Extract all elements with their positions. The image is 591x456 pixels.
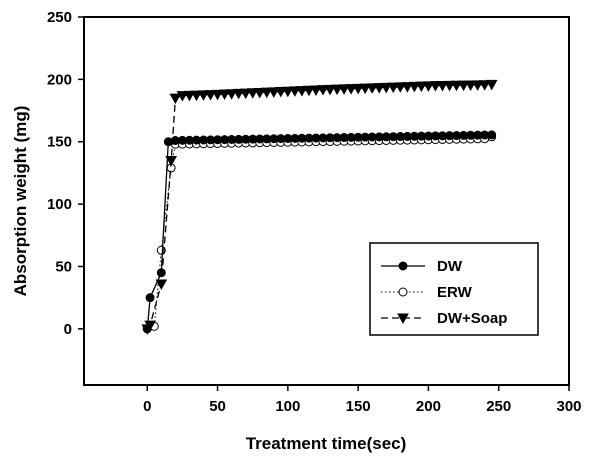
y-tick-label: 50 — [55, 258, 72, 275]
data-point-dw-soap — [296, 86, 308, 97]
data-point-dw-soap — [485, 79, 498, 91]
data-point-dw-soap — [450, 80, 463, 92]
data-point-dw-soap — [471, 80, 484, 91]
data-point-dw-soap — [317, 85, 329, 96]
data-point-dw-soap — [169, 93, 182, 105]
data-point-dw-soap — [464, 80, 477, 92]
data-point-dw-soap — [359, 83, 372, 95]
y-tick-label: 0 — [64, 321, 72, 338]
x-axis-title: Treatment time(sec) — [246, 434, 407, 453]
data-point-dw-soap — [155, 279, 168, 290]
data-point-dw-soap — [281, 86, 294, 98]
x-tick-label: 150 — [346, 398, 371, 415]
legend-label-dw: DW — [437, 258, 463, 275]
data-point-dw-soap — [232, 88, 245, 100]
y-tick-label: 150 — [47, 134, 72, 151]
data-point-dw-soap — [183, 90, 196, 102]
data-point-dw-soap — [176, 91, 189, 102]
data-point-dw-soap — [408, 81, 421, 93]
data-point-dw-soap — [246, 88, 259, 99]
x-tick-label: 50 — [209, 398, 226, 415]
data-point-dw-soap — [394, 82, 407, 93]
series-dw-soap — [141, 79, 498, 335]
y-axis-title: Absorption weight (mg) — [11, 106, 30, 297]
y-tick-label: 250 — [47, 9, 72, 26]
data-point-dw — [142, 324, 152, 334]
x-tick-label: 200 — [416, 398, 441, 415]
x-tick-label: 100 — [275, 398, 300, 415]
legend: DW ERW DW+Soap — [369, 242, 539, 336]
data-point-dw-soap — [289, 86, 301, 97]
legend-label-dw-soap: DW+Soap — [437, 310, 507, 327]
data-point-dw-soap — [253, 87, 266, 99]
legend-marker-erw — [398, 287, 408, 297]
data-point-dw-soap — [197, 90, 210, 101]
x-tick-label: 0 — [143, 398, 151, 415]
data-point-dw — [487, 130, 497, 140]
x-axis: 0 50 100 150 200 250 300 — [143, 385, 582, 415]
data-point-dw-soap — [260, 87, 273, 99]
legend-label-erw: ERW — [437, 284, 473, 301]
series-dw — [142, 130, 497, 334]
y-tick-label: 200 — [47, 71, 72, 88]
legend-marker-dw-soap — [397, 313, 409, 325]
data-point-dw-soap — [443, 80, 456, 92]
data-point-dw — [145, 293, 155, 303]
data-point-dw-soap — [457, 80, 470, 92]
data-point-dw-soap — [373, 83, 386, 94]
data-point-dw-soap — [436, 80, 449, 92]
data-point-dw-soap — [225, 89, 238, 100]
data-point-dw-soap — [324, 84, 336, 96]
legend-items — [381, 261, 425, 325]
data-point-dw-soap — [211, 89, 224, 101]
x-tick-label: 250 — [486, 398, 511, 415]
series-layer — [141, 79, 498, 335]
data-point-dw-soap — [331, 84, 343, 96]
series-line-dw-soap — [146, 83, 492, 330]
data-point-dw-soap — [303, 85, 315, 97]
data-point-dw-soap — [401, 82, 414, 93]
y-axis: 0 50 100 150 200 250 — [47, 9, 84, 338]
data-point-dw-soap — [239, 88, 252, 100]
plot-frame — [83, 16, 570, 386]
data-point-dw-soap — [366, 83, 379, 94]
data-point-dw-soap — [387, 82, 400, 94]
data-point-dw-soap — [190, 90, 203, 102]
data-point-dw-soap — [274, 86, 287, 98]
data-point-dw-soap — [429, 81, 442, 92]
data-point-dw-soap — [310, 85, 322, 97]
data-point-dw — [156, 268, 166, 278]
data-point-dw-soap — [338, 84, 350, 95]
x-tick-label: 300 — [556, 398, 581, 415]
data-point-dw-soap — [218, 89, 231, 100]
data-point-dw-soap — [352, 83, 364, 95]
data-point-dw-soap — [267, 87, 280, 98]
data-point-dw-soap — [415, 81, 428, 93]
data-point-dw-soap — [478, 80, 491, 91]
y-tick-label: 100 — [47, 196, 72, 213]
legend-box — [369, 242, 539, 336]
data-point-dw-soap — [422, 81, 435, 92]
data-point-dw-soap — [204, 90, 217, 101]
data-point-dw-soap — [345, 84, 357, 95]
data-point-dw-soap — [380, 82, 393, 94]
data-point-dw-soap — [165, 155, 178, 167]
legend-marker-dw — [398, 261, 408, 271]
